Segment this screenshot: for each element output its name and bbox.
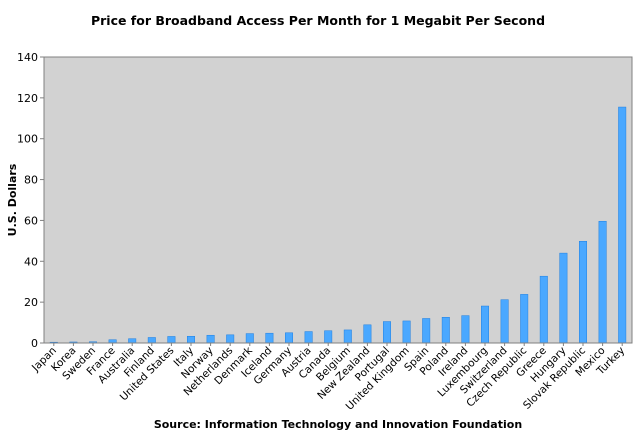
y-tick-label: 100: [17, 133, 38, 146]
chart-title: Price for Broadband Access Per Month for…: [91, 13, 545, 28]
y-tick-label: 140: [17, 51, 38, 64]
y-tick-label: 120: [17, 92, 38, 105]
bar: [226, 334, 235, 344]
bar: [147, 337, 156, 344]
x-axis-tick-labels: JapanKoreaSwedenFranceAustraliaFinlandUn…: [29, 343, 627, 413]
bar: [245, 333, 254, 344]
source-note: Source: Information Technology and Innov…: [154, 418, 522, 431]
bar: [206, 334, 215, 344]
bar: [441, 317, 450, 344]
bar: [128, 338, 137, 344]
bar: [598, 220, 607, 344]
bar: [618, 106, 627, 344]
y-tick-label: 20: [24, 296, 38, 309]
bar: [343, 329, 352, 344]
y-tick-label: 60: [24, 214, 38, 227]
bar: [167, 336, 176, 344]
bar: [402, 320, 411, 344]
bar: [481, 305, 489, 344]
plot-area: [43, 56, 633, 344]
bar: [559, 252, 568, 344]
bar: [461, 315, 470, 344]
bar: [579, 241, 587, 344]
y-tick-label: 0: [31, 337, 38, 350]
bar: [285, 332, 293, 344]
bar: [265, 332, 274, 344]
y-axis-label: U.S. Dollars: [6, 163, 19, 236]
y-tick-label: 40: [24, 255, 38, 268]
bar: [500, 299, 509, 344]
bar: [187, 336, 195, 344]
bar: [539, 275, 548, 344]
bar: [363, 324, 372, 344]
y-axis-ticks: 0 20 40 60 80 100 120 140: [17, 51, 44, 350]
y-tick-label: 80: [24, 174, 38, 187]
bar: [324, 330, 333, 344]
bar: [383, 321, 391, 344]
bar: [304, 331, 313, 344]
bar: [422, 318, 431, 344]
bar: [520, 294, 529, 344]
